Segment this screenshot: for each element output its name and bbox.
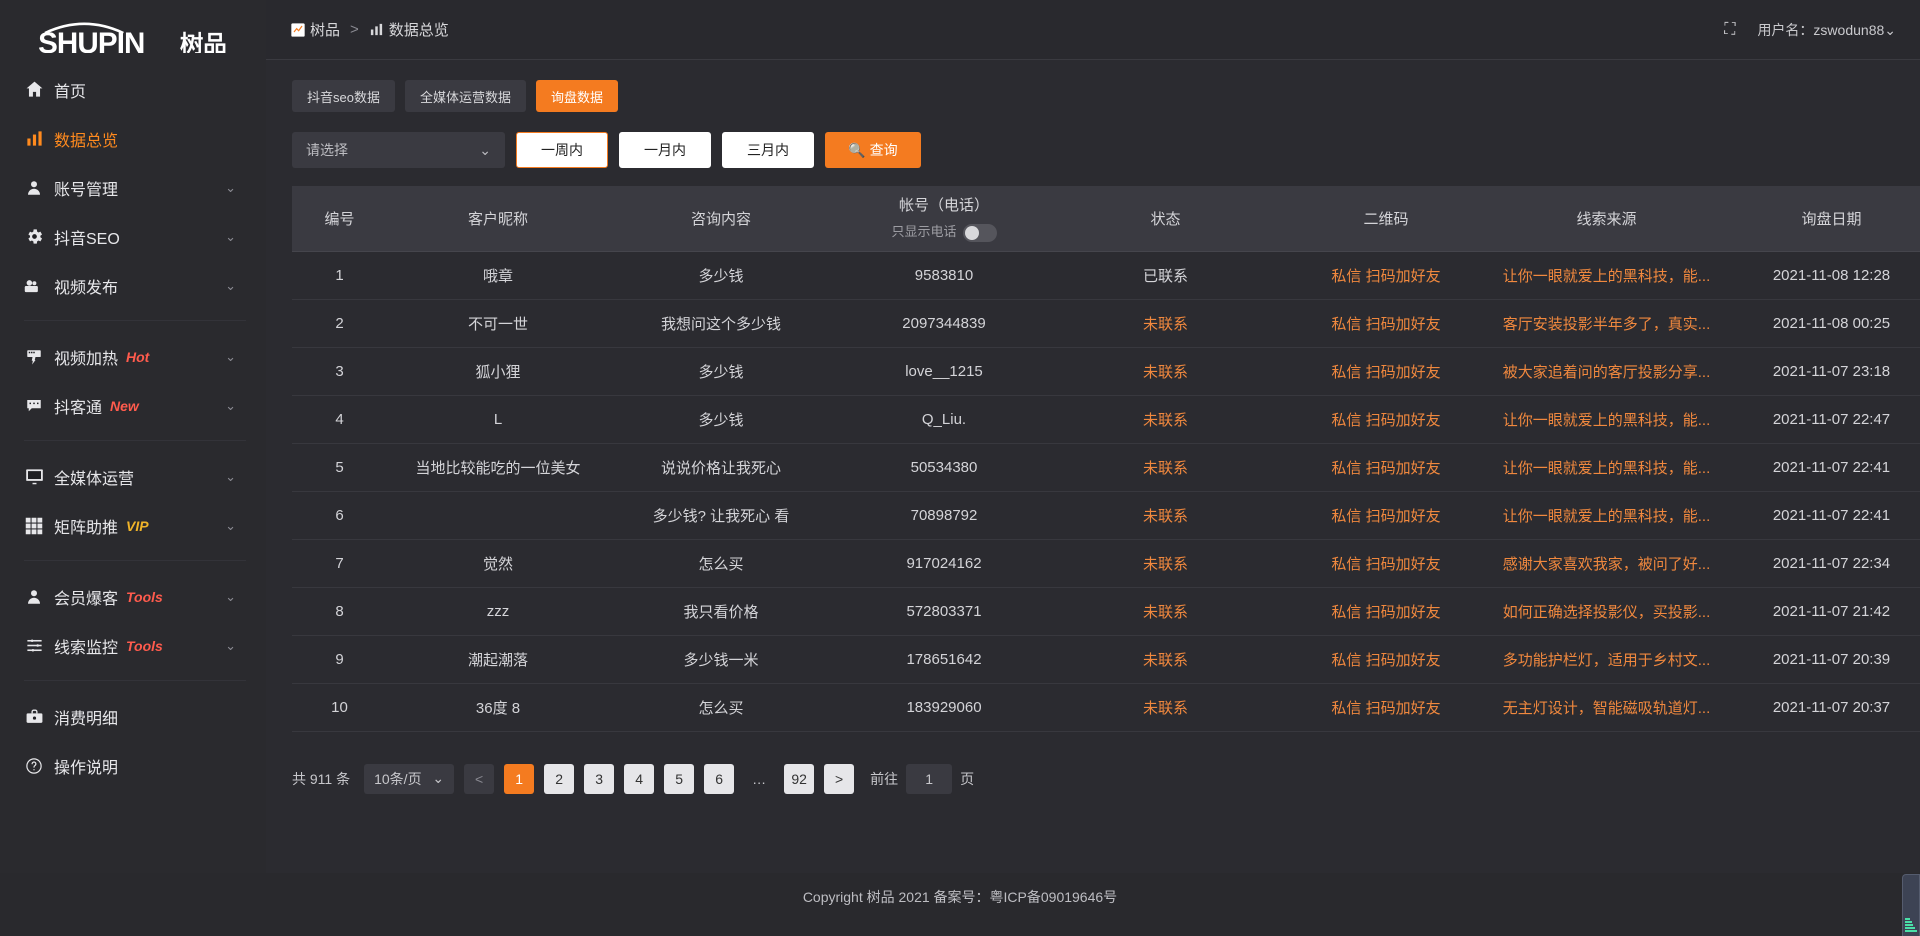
svg-text:SHUPIN: SHUPIN xyxy=(38,27,144,53)
svg-text:树品: 树品 xyxy=(180,31,227,53)
